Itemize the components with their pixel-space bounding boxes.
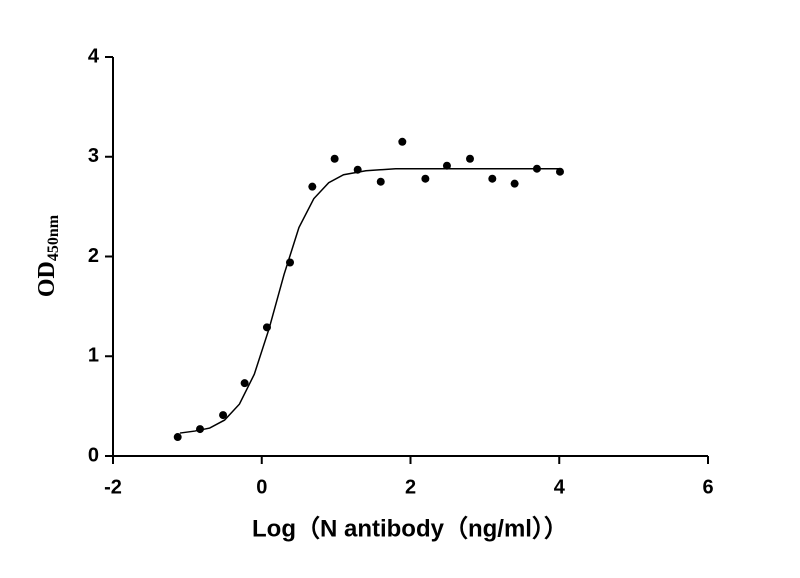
y-tick-label: 0 (88, 444, 99, 466)
x-tick-label: 6 (702, 476, 713, 498)
data-point (398, 137, 407, 146)
y-axis-label: OD450nm (34, 214, 62, 297)
data-point (240, 379, 249, 388)
data-point (219, 411, 228, 420)
y-label-sub: 450nm (45, 214, 62, 261)
data-point (488, 174, 497, 183)
x-tick-label: -2 (104, 476, 122, 498)
data-point (308, 182, 317, 191)
y-tick-label: 2 (88, 245, 99, 267)
data-point (421, 174, 430, 183)
data-point (510, 179, 519, 188)
y-label-main: OD (34, 261, 60, 297)
data-point (376, 177, 385, 186)
y-tick-label: 4 (88, 45, 100, 67)
x-tick-label: 4 (554, 476, 566, 498)
x-axis-label: Log（N antibody（ng/ml）） (252, 515, 568, 542)
data-point (442, 161, 451, 170)
fit-curve (179, 167, 560, 434)
y-tick-label: 1 (88, 345, 99, 367)
data-point (173, 433, 182, 442)
y-tick-label: 3 (88, 145, 99, 167)
x-tick-label: 2 (405, 476, 416, 498)
data-point (555, 167, 564, 176)
data-point (330, 154, 339, 163)
x-tick-label: 0 (256, 476, 267, 498)
data-point (466, 154, 474, 163)
